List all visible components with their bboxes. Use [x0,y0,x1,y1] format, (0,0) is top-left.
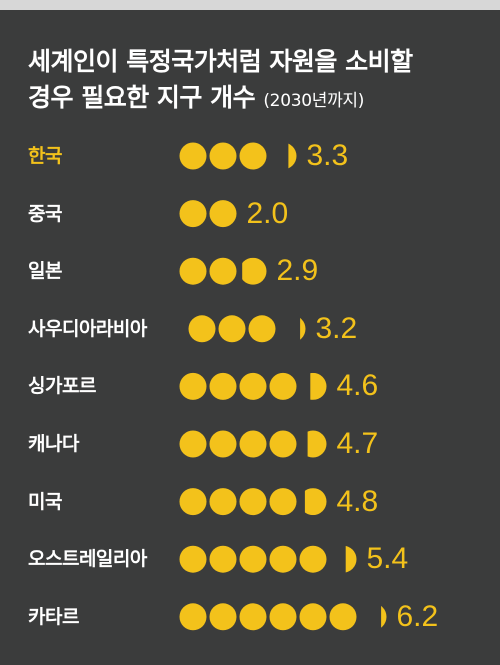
category-label: 오스트레일리아 [28,548,147,571]
partial-earth-circle [381,606,387,628]
category-label: 사우디아라비아 [28,317,147,340]
title-line-1: 세계인이 특정국가처럼 자원을 소비할 [28,47,413,76]
earth-circle [269,488,297,516]
partial-earth-circle [242,257,267,285]
earth-circle [329,603,357,631]
earth-circle [179,545,207,573]
earth-circle [179,257,207,285]
category-label: 카타르 [28,605,79,628]
earth-circle [179,200,207,228]
earth-circle [209,488,237,516]
partial-earth-circle [300,318,306,340]
earth-circle [239,430,267,458]
earth-circle [209,430,237,458]
category-label: 일본 [28,260,62,283]
partial-earth-circle [307,430,327,458]
title-note: (2030년까지) [263,91,365,111]
earth-circle [179,372,207,400]
title-line-2-main: 경우 필요한 지구 개수 [28,83,256,112]
earth-circle [188,315,216,343]
earth-circle [209,142,237,170]
value-label: 3.3 [306,139,349,172]
earth-circle [299,603,327,631]
title-line-2: 경우 필요한 지구 개수 (2030년까지) [28,80,493,119]
earth-circle [209,603,237,631]
value-label: 4.7 [336,427,379,460]
value-label: 4.6 [336,369,379,403]
partial-earth-circle [310,372,327,400]
earth-circle [269,603,297,631]
category-label: 미국 [28,490,62,513]
earth-circle [209,372,237,400]
value-label: 3.2 [315,311,358,345]
earth-circle [209,200,237,228]
chart-title: 세계인이 특정국가처럼 자원을 소비할 경우 필요한 지구 개수 (2030년까… [28,44,493,119]
value-label: 2.0 [246,196,289,230]
earth-circle [269,372,297,400]
top-border [0,0,500,10]
category-label: 한국 [28,145,62,167]
partial-earth-circle [304,488,327,516]
value-label: 5.4 [366,542,409,576]
earth-circle [269,545,297,573]
earth-circle [179,488,207,516]
earth-circle [299,545,327,573]
category-label: 중국 [28,202,62,225]
earth-circle [179,603,207,631]
earth-circle [209,545,237,573]
earth-circle [239,603,267,631]
value-label: 4.8 [336,484,379,518]
earth-circle [179,430,207,458]
earth-circle [239,142,267,170]
partial-earth-circle [288,143,297,169]
earth-circle [269,430,297,458]
category-label: 캐나다 [28,433,79,455]
earth-circle [239,545,267,573]
partial-earth-circle [345,545,357,573]
category-label: 싱가포르 [28,375,96,398]
earth-circle [179,142,207,170]
value-label: 2.9 [276,254,319,288]
value-label: 6.2 [396,599,439,633]
earth-circle [239,372,267,400]
earth-circle [209,257,237,285]
earth-circle [248,315,276,343]
earth-circle [239,488,267,516]
earth-circle [218,315,246,343]
